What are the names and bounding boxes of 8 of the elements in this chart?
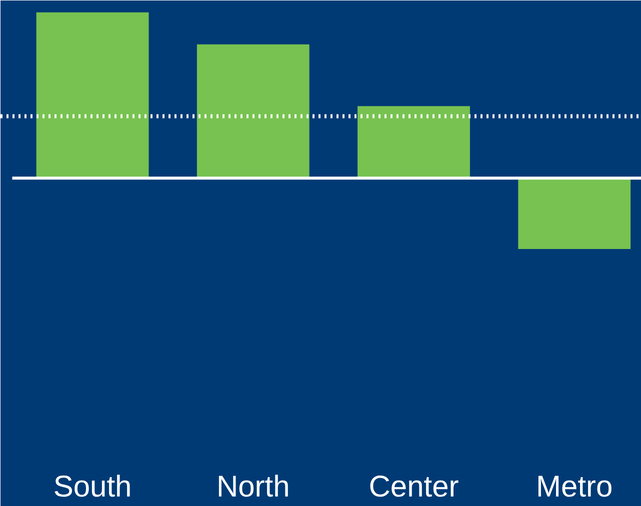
x-tick-label: Metro <box>536 470 613 504</box>
bar <box>36 12 149 178</box>
x-tick-label: North <box>216 470 290 504</box>
x-tick-label: Center <box>368 470 459 504</box>
bar <box>196 44 310 178</box>
bar <box>518 178 631 249</box>
x-tick-label: South <box>53 470 132 504</box>
bar <box>358 106 470 178</box>
